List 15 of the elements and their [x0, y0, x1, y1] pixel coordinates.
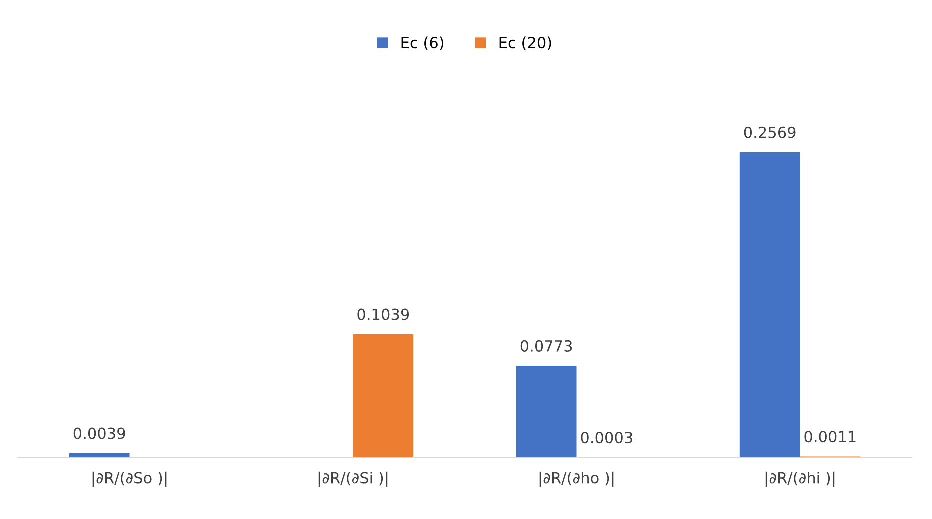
data-label: 0.0039	[74, 428, 126, 440]
data-label: 0.2569	[744, 126, 796, 138]
data-label: 0.0011	[804, 431, 856, 443]
bar	[353, 334, 414, 458]
x-tick-label: |∂R/(∂ho )|	[540, 472, 614, 488]
data-label: 0.0003	[581, 432, 632, 444]
data-label: 0.1039	[358, 308, 410, 320]
x-tick-label: |∂R/(∂So )|	[92, 472, 167, 488]
legend-label: Ec (20)	[500, 36, 552, 50]
x-tick-label: |∂R/(∂hi )|	[766, 472, 835, 488]
data-label: 0.0773	[520, 340, 572, 352]
x-tick-label: |∂R/(∂Si )|	[318, 472, 388, 488]
bar	[516, 366, 577, 458]
legend-label: Ec (6)	[402, 36, 444, 50]
bar	[740, 152, 800, 458]
